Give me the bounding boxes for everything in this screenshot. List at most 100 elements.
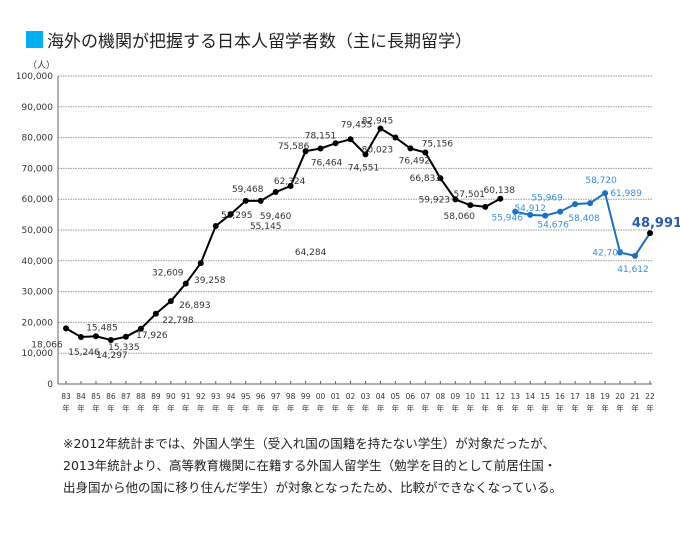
data-label: 58,408 <box>568 214 600 224</box>
data-label: 74,551 <box>348 163 380 173</box>
y-tick-label: 20,000 <box>22 318 54 328</box>
data-point <box>122 333 129 340</box>
data-point <box>647 230 653 237</box>
x-tick-unit: 年 <box>332 403 340 413</box>
data-label: 55,969 <box>531 194 563 204</box>
chart-title: 海外の機関が把握する日本人留学者数（主に長期留学） <box>26 27 472 52</box>
data-point <box>77 334 84 341</box>
x-tick-unit: 年 <box>317 403 325 413</box>
series-line <box>515 191 651 257</box>
data-point <box>437 175 444 182</box>
y-tick-label: 70,000 <box>22 164 54 174</box>
data-label: 48,991 <box>632 216 680 231</box>
x-tick-label: 84 <box>76 392 86 401</box>
data-point <box>92 333 99 340</box>
data-label: 82,945 <box>362 117 394 127</box>
data-point <box>572 201 579 208</box>
x-tick-label: 91 <box>181 392 191 401</box>
data-label: 41,612 <box>617 265 649 275</box>
footnote-line: 出身国から他の国に移り住んだ学生）が対象となったため、比較ができなくなっている。 <box>63 480 563 495</box>
y-tick-label: 10,000 <box>22 349 54 359</box>
x-tick-label: 92 <box>196 392 206 401</box>
x-tick-unit: 年 <box>197 403 205 413</box>
x-tick-unit: 年 <box>122 403 130 413</box>
data-point <box>632 252 639 259</box>
x-tick-unit: 年 <box>631 403 639 413</box>
x-tick-label: 13 <box>510 392 520 401</box>
y-tick-label: 40,000 <box>22 257 54 267</box>
data-label: 54,912 <box>514 204 546 214</box>
data-label: 39,258 <box>194 276 226 286</box>
x-tick-unit: 年 <box>62 403 70 413</box>
x-tick-unit: 年 <box>287 403 295 413</box>
y-tick-label: 100,000 <box>16 72 53 82</box>
x-tick-unit: 年 <box>556 403 564 413</box>
x-tick-unit: 年 <box>257 403 265 413</box>
x-tick-label: 07 <box>421 392 431 401</box>
x-tick-unit: 年 <box>467 403 475 413</box>
data-point <box>347 136 354 143</box>
x-tick-unit: 年 <box>586 403 594 413</box>
title-marker-icon <box>26 31 43 48</box>
x-tick-label: 04 <box>376 392 386 401</box>
data-point <box>332 140 339 147</box>
x-tick-label: 18 <box>585 392 595 401</box>
x-tick-unit: 年 <box>212 403 220 413</box>
data-point <box>602 190 609 197</box>
x-tick-unit: 年 <box>646 403 654 413</box>
data-label: 78,151 <box>305 131 337 141</box>
data-label: 15,246 <box>68 348 100 358</box>
x-tick-label: 22 <box>645 392 655 401</box>
x-tick-label: 20 <box>615 392 625 401</box>
data-label: 42,709 <box>592 248 624 258</box>
x-tick-label: 03 <box>361 392 371 401</box>
data-label: 58,720 <box>585 176 617 186</box>
data-label: 79,455 <box>341 120 373 130</box>
x-tick-label: 17 <box>570 392 580 401</box>
line-chart: （人） 0 10,000 20,000 30,000 40,000 50,000 60,000… <box>16 60 680 413</box>
x-tick-unit: 年 <box>437 403 445 413</box>
y-tick-label: 30,000 <box>22 288 54 298</box>
data-label: 55,946 <box>491 214 523 224</box>
x-tick-unit: 年 <box>137 403 145 413</box>
x-tick-unit: 年 <box>422 403 430 413</box>
x-tick-label: 01 <box>331 392 341 401</box>
x-tick-label: 93 <box>211 392 221 401</box>
x-tick-unit: 年 <box>392 403 400 413</box>
x-tick-unit: 年 <box>482 403 490 413</box>
x-tick-label: 00 <box>316 392 326 401</box>
x-tick-unit: 年 <box>571 403 579 413</box>
x-tick-unit: 年 <box>541 403 549 413</box>
x-tick-label: 99 <box>301 392 311 401</box>
x-tick-label: 14 <box>525 392 535 401</box>
x-tick-label: 19 <box>600 392 610 401</box>
data-point <box>527 211 534 218</box>
data-point <box>497 195 504 202</box>
x-tick-unit: 年 <box>302 403 310 413</box>
x-tick-label: 97 <box>271 392 281 401</box>
x-tick-label: 10 <box>466 392 476 401</box>
data-point <box>452 196 459 203</box>
x-tick-unit: 年 <box>407 403 415 413</box>
data-point <box>512 208 519 215</box>
x-tick-unit: 年 <box>272 403 280 413</box>
x-tick-label: 95 <box>241 392 251 401</box>
y-tick-label: 60,000 <box>22 195 54 205</box>
x-tick-label: 83 <box>61 392 71 401</box>
x-tick-unit: 年 <box>167 403 175 413</box>
y-tick-label: 50,000 <box>22 226 54 236</box>
y-tick-label: 90,000 <box>22 103 54 113</box>
x-tick-unit: 年 <box>452 403 460 413</box>
x-tick-unit: 年 <box>526 403 534 413</box>
data-point <box>392 134 399 141</box>
x-tick-label: 06 <box>406 392 416 401</box>
data-label: 55,145 <box>250 222 282 232</box>
data-label: 59,923 <box>419 195 451 205</box>
data-point <box>63 325 69 332</box>
data-label: 18,066 <box>31 340 63 350</box>
x-tick-label: 98 <box>286 392 296 401</box>
x-tick-unit: 年 <box>497 403 505 413</box>
x-tick-label: 94 <box>226 392 236 401</box>
data-point <box>587 200 594 207</box>
